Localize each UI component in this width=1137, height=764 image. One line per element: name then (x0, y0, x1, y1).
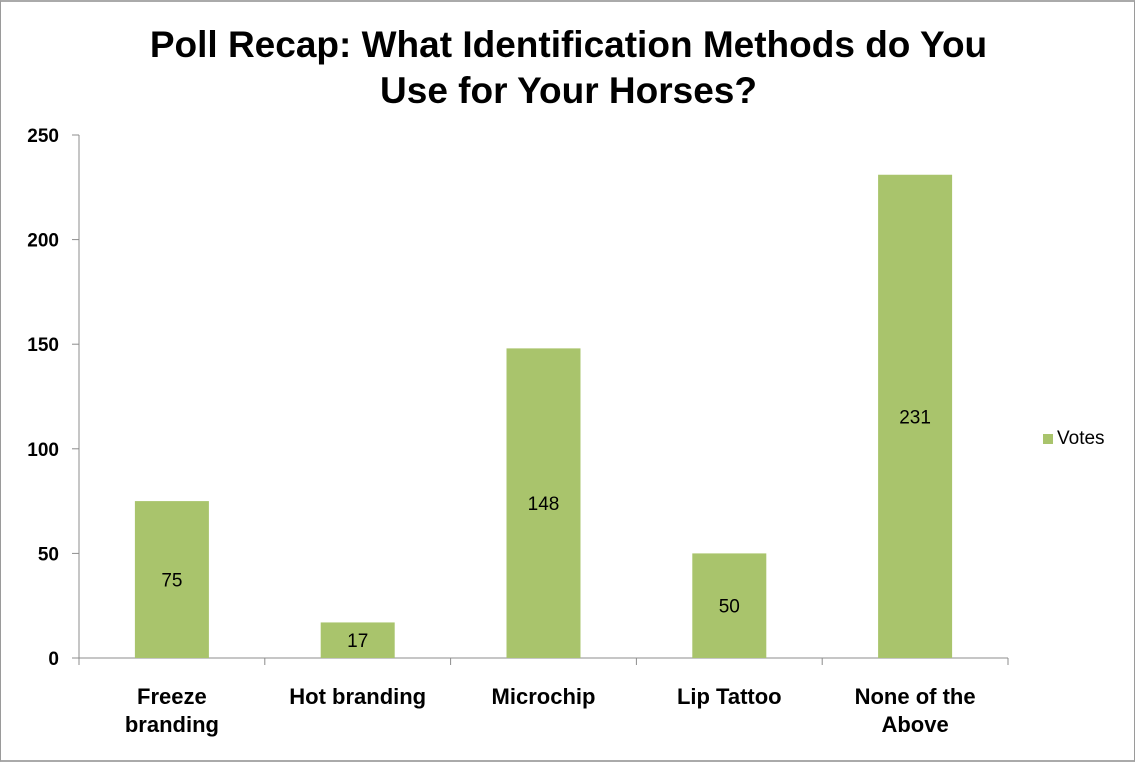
bar-none-of-the-above (878, 174, 953, 659)
x-category-label: branding (125, 712, 219, 737)
data-label: 17 (347, 631, 368, 652)
x-category-label: Freeze (137, 684, 207, 709)
x-category-label: Microchip (492, 684, 596, 709)
y-tick-label: 200 (27, 231, 59, 252)
x-category-label: None of the (855, 684, 976, 709)
data-label: 75 (161, 571, 182, 592)
legend-swatch-votes (1043, 434, 1053, 444)
x-category-label: Above (881, 712, 948, 737)
x-category-label: Lip Tattoo (677, 684, 782, 709)
bar-freeze-branding (134, 501, 209, 658)
y-tick-label: 150 (27, 335, 59, 356)
chart-title-line-2: Use for Your Horses? (380, 70, 757, 111)
chart-title-line-1: Poll Recap: What Identification Methods … (149, 24, 988, 65)
legend: Votes (1043, 428, 1105, 450)
y-tick-label: 0 (48, 649, 59, 670)
data-label: 231 (899, 407, 931, 428)
bar-lip-tattoo (692, 553, 767, 658)
chart-title: Poll Recap: What Identification Methods … (0, 22, 1137, 114)
y-tick-label: 250 (27, 126, 59, 147)
y-tick-label: 100 (27, 440, 59, 461)
x-category-label: Hot branding (289, 684, 426, 709)
bar-microchip (506, 348, 581, 658)
bar-hot-branding (320, 622, 395, 658)
data-label: 148 (528, 494, 560, 515)
data-label: 50 (719, 597, 740, 618)
legend-label-votes: Votes (1057, 428, 1105, 449)
y-tick-label: 50 (38, 544, 59, 565)
